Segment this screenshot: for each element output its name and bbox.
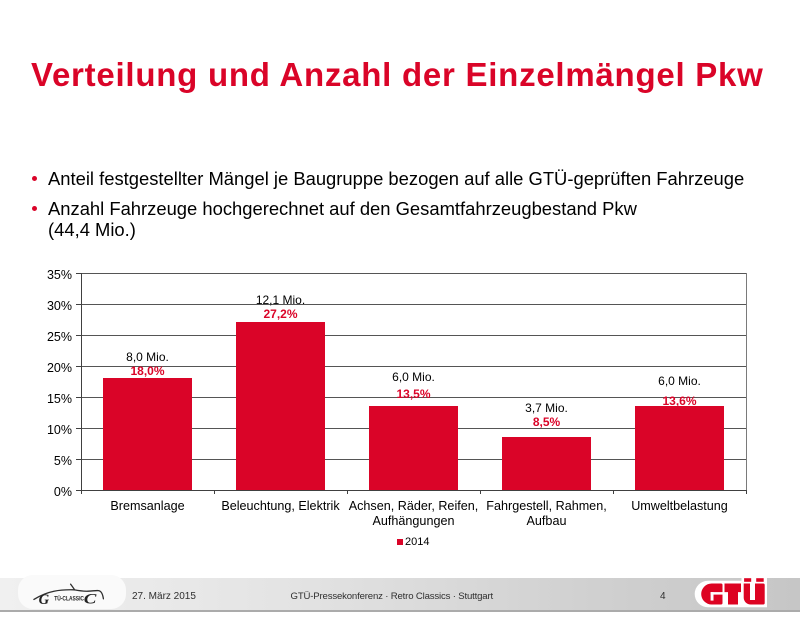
svg-text:G: G xyxy=(39,592,50,608)
svg-text:C: C xyxy=(84,591,97,607)
svg-text:TÜ-CLASSIC: TÜ-CLASSIC xyxy=(54,594,84,603)
